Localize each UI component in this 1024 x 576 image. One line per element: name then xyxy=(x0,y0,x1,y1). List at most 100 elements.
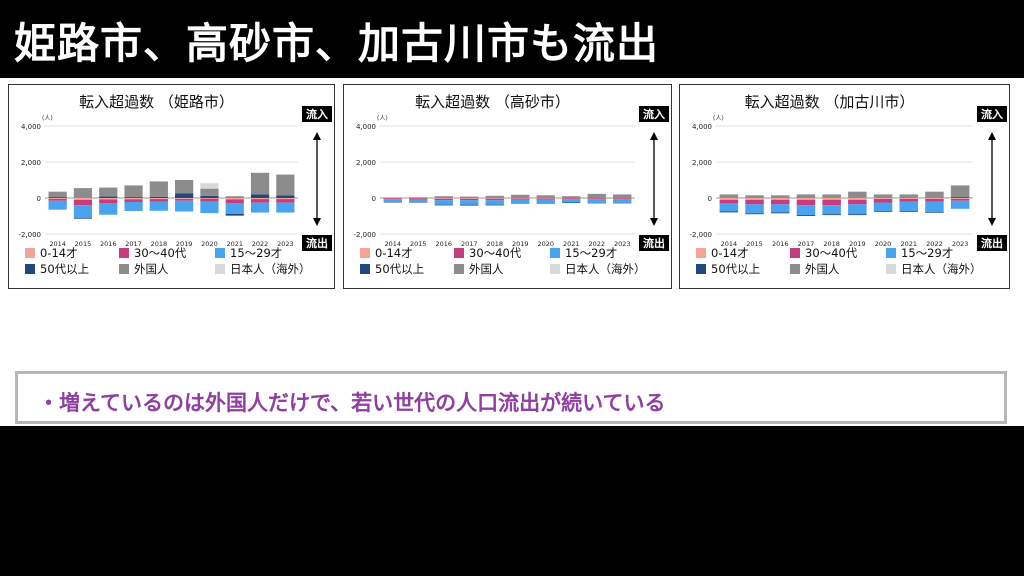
bar-segment xyxy=(950,185,970,198)
bar-segment xyxy=(250,202,270,213)
chart-panel-takasago: 転入超過数 （高砂市） (人) 4,000 2,000 0 -2,000 2014 2015 2… xyxy=(343,84,672,289)
bar-segment xyxy=(485,200,504,205)
bar-segment xyxy=(460,198,479,199)
bar-segment xyxy=(200,201,219,214)
bar-segment xyxy=(383,201,402,203)
bar-segment xyxy=(848,204,867,215)
x-tick-label: 2020 xyxy=(201,240,218,248)
bar-segment xyxy=(796,199,816,206)
x-tick-label: 2022 xyxy=(252,240,269,248)
bar-segment xyxy=(434,198,453,201)
chart-panel-himeji: 転入超過数 （姫路市） (人) 4,000 2,000 0 -2,000 2014 2015 2… xyxy=(8,84,335,289)
bar-segment xyxy=(434,200,453,205)
bar-segment xyxy=(434,196,453,198)
bar-segment xyxy=(745,199,764,205)
bar-segment xyxy=(925,212,944,213)
bar-segment xyxy=(745,204,764,214)
bar-segment xyxy=(73,217,93,219)
bar-segment xyxy=(562,199,581,203)
bar-segment xyxy=(848,198,867,200)
bar-segment xyxy=(485,204,504,206)
inflow-label: 流入 xyxy=(981,107,1003,121)
outflow-badge xyxy=(302,235,332,251)
bar-segment xyxy=(925,201,944,213)
bar-segment xyxy=(485,198,504,201)
y-tick-label: 2,000 xyxy=(21,159,41,167)
bar-segment xyxy=(745,198,764,200)
x-tick-label: 2023 xyxy=(614,240,631,248)
inflow-badge xyxy=(977,106,1007,122)
chart-title: 転入超過数 （姫路市） xyxy=(79,93,234,111)
bar-segment xyxy=(950,200,970,209)
bar-segment xyxy=(796,215,816,216)
x-tick-label: 2023 xyxy=(277,240,294,248)
y-tick-label: 2,000 xyxy=(356,159,376,167)
bar-segment xyxy=(848,191,867,198)
legend-label: 50代以上 xyxy=(711,262,760,276)
bar-segment xyxy=(511,199,530,204)
bar-segment xyxy=(99,187,118,197)
summary-box: ・増えているのは外国人だけで、若い世代の人口流出が続いている xyxy=(15,371,1007,424)
x-tick-label: 2018 xyxy=(151,240,168,248)
bar-segment xyxy=(770,199,790,205)
x-tick-label: 2014 xyxy=(721,240,738,248)
bar-segment xyxy=(587,202,606,204)
bar-segment xyxy=(200,183,219,189)
bar-segment xyxy=(822,198,841,200)
bar-segment xyxy=(434,198,453,199)
unit-label: (人) xyxy=(377,115,388,122)
bar-segment xyxy=(562,202,581,203)
legend-swatch xyxy=(25,264,35,274)
arrow-down-icon xyxy=(988,218,996,226)
bar-segment xyxy=(383,198,402,200)
bar-segment xyxy=(276,199,295,203)
arrow-down-icon xyxy=(313,218,321,226)
bar-segment xyxy=(925,191,944,198)
y-tick-label: 0 xyxy=(708,195,712,203)
inflow-label: 流入 xyxy=(306,107,328,121)
bar-segment xyxy=(124,198,143,200)
bar-segment xyxy=(925,198,944,202)
x-tick-label: 2018 xyxy=(486,240,503,248)
bar-segment xyxy=(73,199,93,206)
bar-segment xyxy=(149,196,168,198)
bar-segment xyxy=(822,214,841,216)
bar-segment xyxy=(770,195,790,198)
bar-segment xyxy=(124,197,143,198)
legend-label: 日本人（海外） xyxy=(901,262,982,276)
bar-segment xyxy=(73,188,93,198)
y-tick-label: 0 xyxy=(372,195,376,203)
bar-segment xyxy=(460,196,479,198)
bar-segment xyxy=(200,198,219,199)
bar-segment xyxy=(899,211,919,212)
inflow-label: 流入 xyxy=(643,107,665,121)
bar-segment xyxy=(73,205,93,218)
bar-segment xyxy=(48,198,67,199)
bar-segment xyxy=(745,213,764,215)
arrow-up-icon xyxy=(988,132,996,140)
outflow-label: 流出 xyxy=(306,236,328,250)
bar-segment xyxy=(99,196,118,198)
bar-segment xyxy=(48,197,67,198)
x-tick-label: 2021 xyxy=(563,240,580,248)
x-tick-label: 2019 xyxy=(512,240,529,248)
bar-segment xyxy=(613,202,632,204)
x-tick-label: 2017 xyxy=(798,240,815,248)
arrow-up-icon xyxy=(650,132,658,140)
bar-segment xyxy=(48,200,67,210)
legend-swatch xyxy=(550,264,560,274)
bar-segment xyxy=(536,203,555,204)
chart-himeji: 転入超過数 （姫路市） (人)4,000 2,000 0 -2,000 2014 2015 2… xyxy=(18,93,332,276)
bar-segment xyxy=(485,198,504,199)
bar-segment xyxy=(225,198,244,200)
bar-segment xyxy=(536,198,555,199)
legend-label: 外国人 xyxy=(805,262,840,276)
bar-segment xyxy=(873,194,893,198)
legend-swatch xyxy=(550,248,560,258)
legend-swatch xyxy=(696,248,706,258)
bar-segment xyxy=(562,198,581,199)
bar-segment xyxy=(225,203,244,214)
bar-segment xyxy=(460,198,479,201)
bar-segment xyxy=(383,197,402,198)
bar-segment xyxy=(225,213,244,216)
